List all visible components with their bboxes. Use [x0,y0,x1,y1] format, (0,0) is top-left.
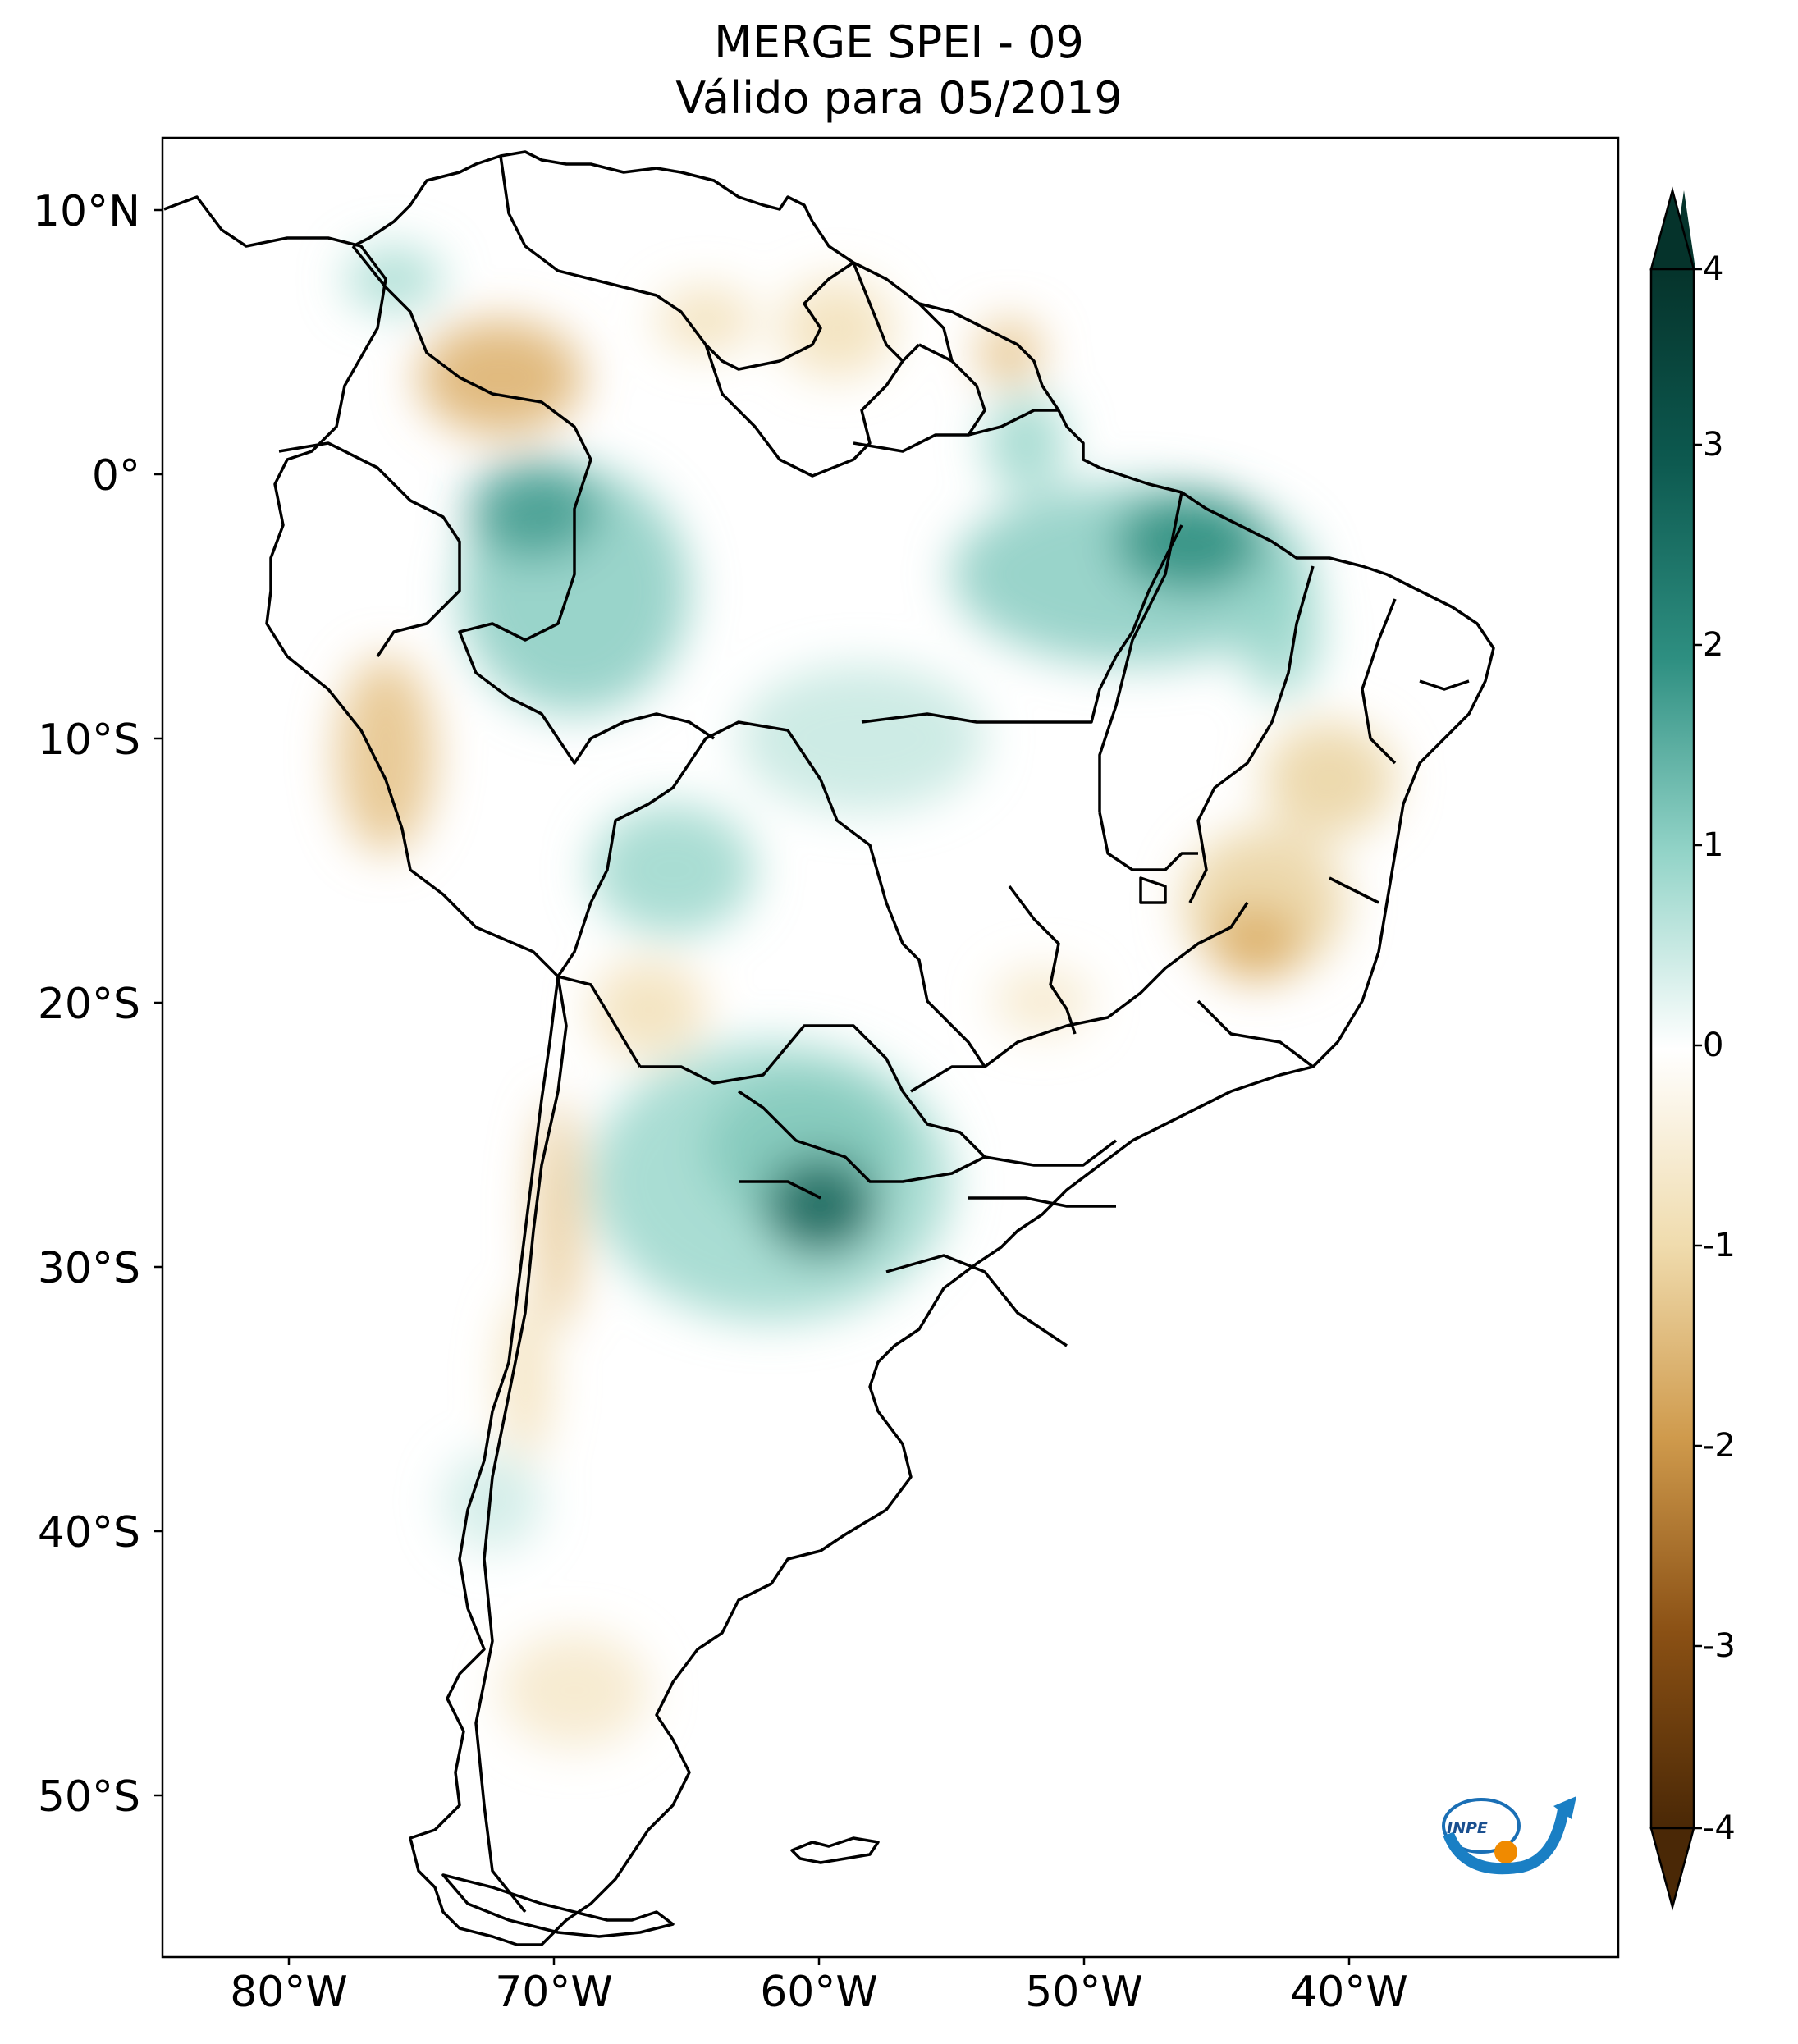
map-subtitle: Válido para 05/2019 [675,72,1123,124]
spei-field [336,246,1395,1748]
inpe-logo-icon: INPE [1432,1785,1580,1883]
map-frame [161,136,1620,1959]
colorbar [1649,186,1702,1911]
lon-label-70w: 70°W [495,1968,613,2017]
lon-label-40w: 40°W [1290,1968,1408,2017]
colorbar-label-2: 2 [1703,626,1724,664]
colorbar-min-extend [1649,1827,1695,1911]
lat-label-50s: 50°S [37,1772,140,1822]
colorbar-label-0: 0 [1703,1027,1724,1064]
colorbar-label-neg1: -1 [1703,1227,1736,1264]
map-area [162,138,1618,1957]
lat-label-0: 0° [91,451,140,501]
lon-label-60w: 60°W [760,1968,878,2017]
lat-label-10n: 10°N [32,187,140,236]
borders [163,150,1495,1946]
colorbar-label-neg3: -3 [1703,1627,1736,1665]
colorbar-label-neg4: -4 [1703,1809,1736,1847]
colorbar-label-4: 4 [1703,250,1724,288]
colorbar-gradient [1649,268,1695,1830]
lat-label-30s: 30°S [37,1244,140,1293]
colorbar-label-3: 3 [1703,426,1724,464]
lat-label-20s: 20°S [37,980,140,1029]
lon-label-80w: 80°W [230,1968,348,2017]
lon-label-50w: 50°W [1025,1968,1143,2017]
lon-ticks [287,1957,1351,1965]
logo-text: INPE [1447,1819,1488,1837]
colorbar-label-neg2: -2 [1703,1427,1736,1465]
lat-label-40s: 40°S [37,1508,140,1557]
lat-label-10s: 10°S [37,716,140,765]
lat-ticks [154,208,162,1797]
map-title: MERGE SPEI - 09 [714,16,1084,68]
colorbar-label-1: 1 [1703,826,1724,864]
